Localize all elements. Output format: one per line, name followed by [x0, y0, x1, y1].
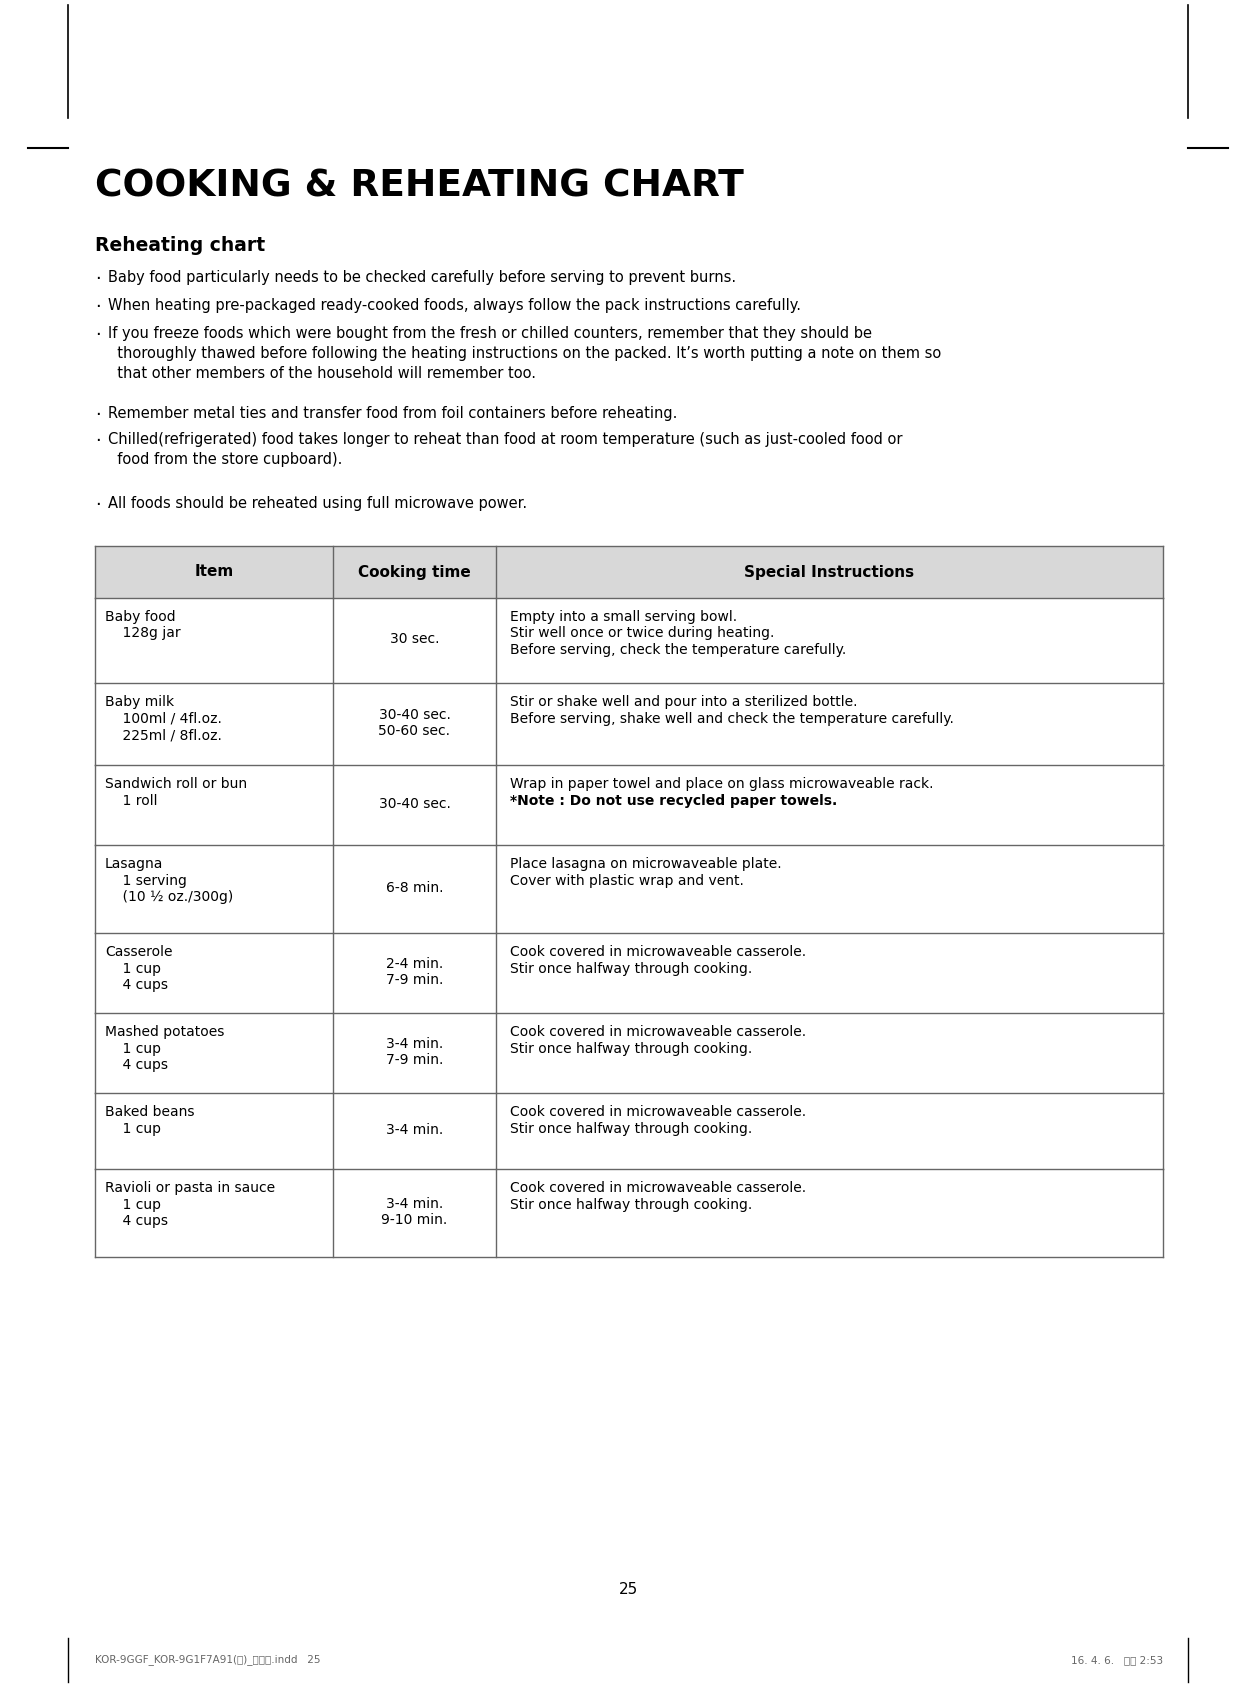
Text: Stir once halfway through cooking.: Stir once halfway through cooking. [509, 961, 752, 976]
Text: 3-4 min.: 3-4 min. [386, 1123, 443, 1137]
Text: 7-9 min.: 7-9 min. [386, 1052, 443, 1067]
Text: Special Instructions: Special Instructions [745, 564, 915, 579]
Text: Cook covered in microwaveable casserole.: Cook covered in microwaveable casserole. [509, 1025, 806, 1039]
Text: ·: · [96, 405, 101, 424]
Text: *Note : Do not use recycled paper towels.: *Note : Do not use recycled paper towels… [509, 794, 838, 807]
Text: Cook covered in microwaveable casserole.: Cook covered in microwaveable casserole. [509, 1105, 806, 1120]
Text: Item: Item [195, 564, 234, 579]
Text: KOR-9GGF_KOR-9G1F7A91(영)_규격용.indd   25: KOR-9GGF_KOR-9G1F7A91(영)_규격용.indd 25 [96, 1655, 321, 1665]
Text: Sandwich roll or bun: Sandwich roll or bun [104, 777, 247, 790]
Bar [96, 546, 1162, 598]
Text: Mashed potatoes: Mashed potatoes [104, 1025, 224, 1039]
Text: 1 cup: 1 cup [104, 961, 161, 976]
Text: Before serving, check the temperature carefully.: Before serving, check the temperature ca… [509, 644, 847, 657]
Text: 100ml / 4fl.oz.: 100ml / 4fl.oz. [104, 711, 221, 726]
Text: Reheating chart: Reheating chart [96, 236, 265, 255]
Text: 225ml / 8fl.oz.: 225ml / 8fl.oz. [104, 728, 221, 741]
Text: Cover with plastic wrap and vent.: Cover with plastic wrap and vent. [509, 873, 743, 887]
Text: If you freeze foods which were bought from the fresh or chilled counters, rememb: If you freeze foods which were bought fr… [108, 326, 941, 380]
Text: 1 serving: 1 serving [104, 873, 187, 887]
Text: 4 cups: 4 cups [104, 1214, 169, 1228]
Text: 3-4 min.: 3-4 min. [386, 1196, 443, 1211]
Text: Casserole: Casserole [104, 946, 172, 959]
Text: Wrap in paper towel and place on glass microwaveable rack.: Wrap in paper towel and place on glass m… [509, 777, 933, 790]
Text: Baby milk: Baby milk [104, 694, 174, 709]
Text: Stir or shake well and pour into a sterilized bottle.: Stir or shake well and pour into a steri… [509, 694, 858, 709]
Text: 25: 25 [619, 1583, 639, 1598]
Text: Cook covered in microwaveable casserole.: Cook covered in microwaveable casserole. [509, 1181, 806, 1196]
Text: Ravioli or pasta in sauce: Ravioli or pasta in sauce [104, 1181, 276, 1196]
Text: ·: · [96, 326, 101, 345]
Text: Baked beans: Baked beans [104, 1105, 195, 1120]
Text: Stir well once or twice during heating.: Stir well once or twice during heating. [509, 627, 775, 640]
Text: COOKING & REHEATING CHART: COOKING & REHEATING CHART [96, 167, 743, 204]
Text: ·: · [96, 432, 101, 449]
Text: Before serving, shake well and check the temperature carefully.: Before serving, shake well and check the… [509, 711, 954, 726]
Text: 4 cups: 4 cups [104, 1057, 169, 1073]
Text: 16. 4. 6.   오후 2:53: 16. 4. 6. 오후 2:53 [1071, 1655, 1162, 1665]
Text: 1 cup: 1 cup [104, 1121, 161, 1135]
Text: Remember metal ties and transfer food from foil containers before reheating.: Remember metal ties and transfer food fr… [108, 405, 677, 421]
Text: 30 sec.: 30 sec. [390, 632, 439, 647]
Text: When heating pre-packaged ready-cooked foods, always follow the pack instruction: When heating pre-packaged ready-cooked f… [108, 297, 801, 312]
Text: ·: · [96, 270, 101, 289]
Text: 9-10 min.: 9-10 min. [381, 1213, 448, 1226]
Text: All foods should be reheated using full microwave power.: All foods should be reheated using full … [108, 497, 527, 512]
Text: (10 ½ oz./300g): (10 ½ oz./300g) [104, 890, 233, 904]
Text: 30-40 sec.: 30-40 sec. [379, 708, 450, 721]
Text: ·: · [96, 297, 101, 316]
Text: 6-8 min.: 6-8 min. [386, 880, 443, 895]
Text: 4 cups: 4 cups [104, 978, 169, 991]
Text: Baby food: Baby food [104, 610, 176, 623]
Text: 3-4 min.: 3-4 min. [386, 1037, 443, 1051]
Text: 30-40 sec.: 30-40 sec. [379, 797, 450, 811]
Text: 2-4 min.: 2-4 min. [386, 956, 443, 971]
Text: Stir once halfway through cooking.: Stir once halfway through cooking. [509, 1042, 752, 1056]
Text: Stir once halfway through cooking.: Stir once halfway through cooking. [509, 1121, 752, 1135]
Text: 128g jar: 128g jar [104, 627, 181, 640]
Text: 7-9 min.: 7-9 min. [386, 973, 443, 986]
Text: 1 cup: 1 cup [104, 1042, 161, 1056]
Text: Baby food particularly needs to be checked carefully before serving to prevent b: Baby food particularly needs to be check… [108, 270, 736, 285]
Text: 1 cup: 1 cup [104, 1198, 161, 1211]
Text: Place lasagna on microwaveable plate.: Place lasagna on microwaveable plate. [509, 856, 781, 872]
Text: Cook covered in microwaveable casserole.: Cook covered in microwaveable casserole. [509, 946, 806, 959]
Text: Stir once halfway through cooking.: Stir once halfway through cooking. [509, 1198, 752, 1211]
Text: 1 roll: 1 roll [104, 794, 157, 807]
Text: Chilled(refrigerated) food takes longer to reheat than food at room temperature : Chilled(refrigerated) food takes longer … [108, 432, 902, 466]
Text: Empty into a small serving bowl.: Empty into a small serving bowl. [509, 610, 737, 623]
Text: Lasagna: Lasagna [104, 856, 164, 872]
Text: ·: · [96, 497, 101, 513]
Text: 50-60 sec.: 50-60 sec. [379, 725, 450, 738]
Text: Cooking time: Cooking time [359, 564, 470, 579]
